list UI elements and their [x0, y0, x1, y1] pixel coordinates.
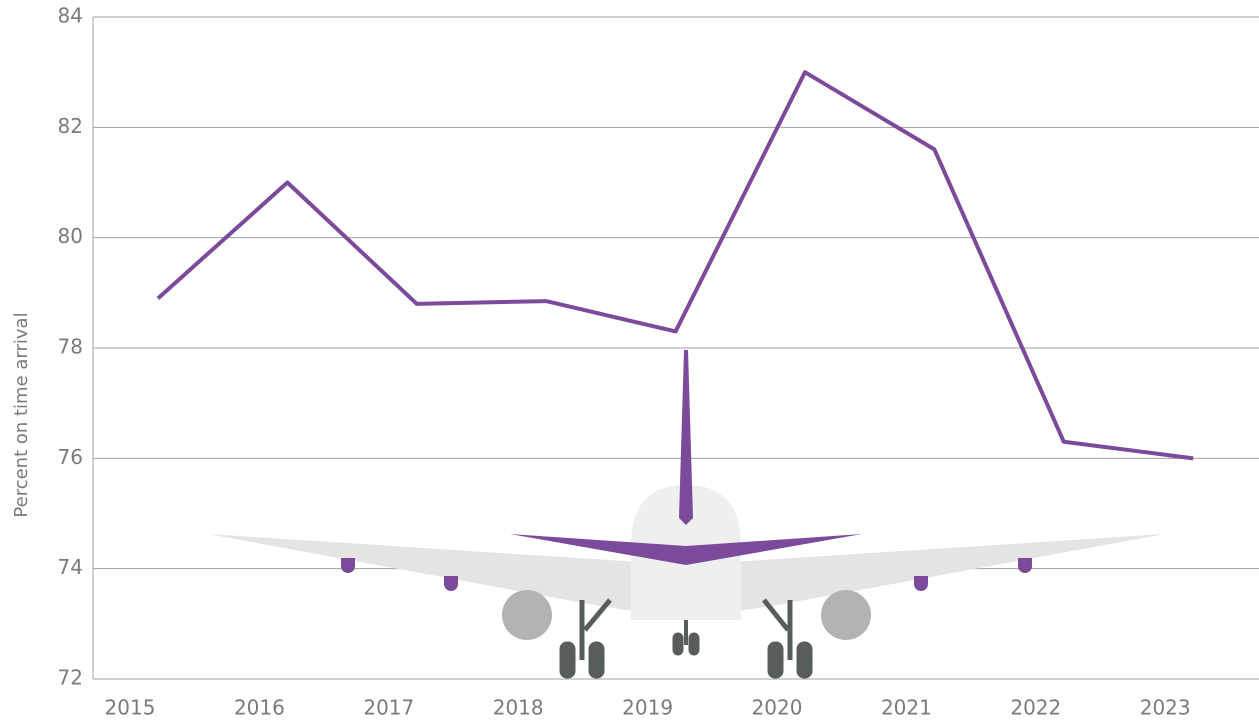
- data-line: [158, 72, 1193, 458]
- y-tick-label: 84: [58, 4, 83, 28]
- y-tick-label: 82: [58, 114, 83, 138]
- x-tick-label: 2020: [752, 696, 803, 720]
- x-tick-label: 2015: [105, 696, 156, 720]
- x-tick-label: 2019: [622, 696, 673, 720]
- x-tick-label: 2016: [234, 696, 285, 720]
- y-axis-label: Percent on time arrival: [11, 312, 32, 517]
- chart: Percent on time arrival 72 74 76 78 80 82 84 20…: [0, 0, 1259, 723]
- x-tick-label: 2017: [363, 696, 414, 720]
- y-tick-label: 72: [58, 666, 83, 690]
- x-tick-label: 2022: [1010, 696, 1061, 720]
- y-tick-label: 78: [58, 335, 83, 359]
- y-tick-label: 80: [58, 224, 83, 248]
- x-tick-label: 2018: [493, 696, 544, 720]
- airplane-illustration: [208, 350, 1165, 678]
- x-tick-label: 2021: [881, 696, 932, 720]
- x-tick-label: 2023: [1140, 696, 1191, 720]
- y-tick-label: 76: [58, 445, 83, 469]
- y-tick-label: 74: [58, 555, 83, 579]
